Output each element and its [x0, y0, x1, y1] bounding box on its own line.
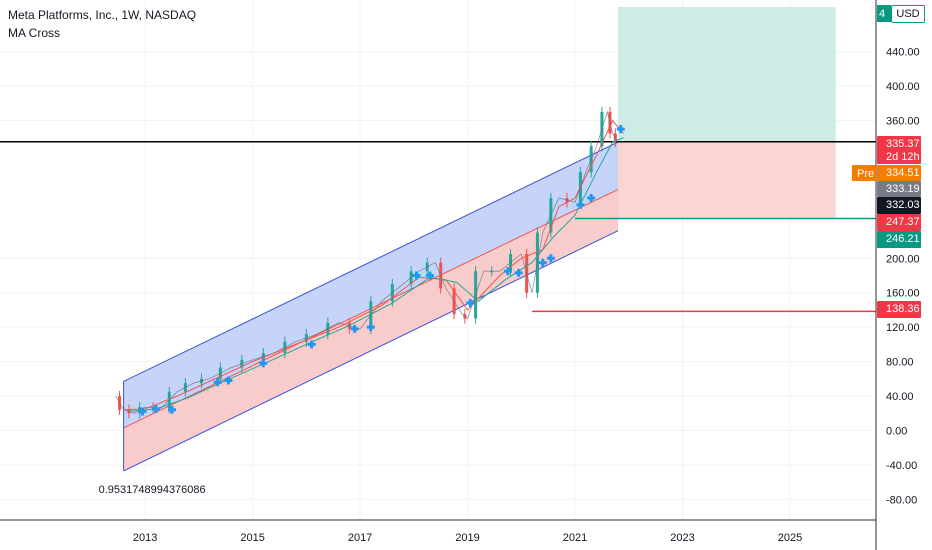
y-tick-label: -80.00: [886, 494, 917, 506]
pre-label-text: Pre: [857, 168, 874, 180]
ma-cross-marker: [538, 258, 547, 267]
x-tick-label: 2023: [670, 532, 694, 544]
ma-cross-marker: [576, 200, 585, 209]
ma-cross-marker: [587, 194, 596, 203]
x-tick-label: 2013: [133, 532, 157, 544]
y-tick-label: 160.00: [886, 288, 920, 300]
ma-cross-marker: [151, 404, 160, 413]
ma-cross-marker: [259, 359, 268, 368]
ma-cross-marker: [412, 271, 421, 280]
price-tag-333-bg: [877, 181, 921, 197]
stop-zone: [618, 141, 836, 218]
y-tick-label: 360.00: [886, 116, 920, 128]
ma-cross-marker: [503, 267, 512, 276]
price-tag-333-text: 333.19: [886, 183, 920, 195]
x-tick-label: 2015: [240, 532, 264, 544]
y-tick-label: 0.00: [886, 425, 907, 437]
price-axis: [876, 0, 932, 550]
ma-cross-marker: [546, 254, 555, 263]
y-tick-label: 440.00: [886, 47, 920, 59]
ma-cross-marker: [366, 323, 375, 332]
ma-cross-marker: [213, 378, 222, 387]
y-tick-label: 80.00: [886, 357, 914, 369]
indicator-label[interactable]: MA Cross: [8, 26, 61, 40]
price-tag-332-text: 332.03: [886, 199, 920, 211]
price-line: [115, 110, 619, 414]
x-tick-label: 2021: [563, 532, 587, 544]
price-tag-138-bg: [877, 301, 921, 318]
target-zone: [618, 6, 836, 142]
ma-cross-marker: [425, 271, 434, 280]
pre-price-tag-bg: [877, 165, 921, 181]
channel-upper-line: [123, 141, 619, 382]
x-tick-label: 2017: [348, 532, 372, 544]
ma-cross-marker: [466, 299, 475, 308]
pre-price-tag-text: 334.51: [886, 167, 920, 179]
last-price-tag-bg: [877, 136, 921, 164]
x-tick-label: 2019: [455, 532, 479, 544]
currency-button[interactable]: USD: [891, 5, 925, 23]
ma-cross-marker: [138, 407, 147, 416]
ma-cross-marker: [307, 340, 316, 349]
ma-cross-marker: [224, 376, 233, 385]
last-price-tag-text: 2d 12h: [886, 151, 920, 163]
price-tag-246-bg: [877, 231, 921, 248]
symbol-title[interactable]: Meta Platforms, Inc., 1W, NASDAQ: [8, 8, 197, 22]
x-tick-label: 2025: [778, 532, 802, 544]
y-tick-label: 40.00: [886, 391, 914, 403]
price-tag-138-text: 138.36: [886, 303, 920, 315]
ma-fast-line: [123, 119, 624, 411]
ma-cross-marker: [167, 405, 176, 414]
y-tick-label: -40.00: [886, 460, 917, 472]
stop-price-tag-text: 247.37: [886, 216, 920, 228]
y-tick-label: 400.00: [886, 81, 920, 93]
candle-body: [490, 271, 494, 273]
last-price-tag-text: 335.37: [886, 138, 920, 150]
channel-upper-fill: [123, 142, 619, 428]
ma-cross-marker: [616, 125, 625, 134]
ma-cross-marker: [350, 324, 359, 333]
top-target-tag-bg: [877, 5, 891, 22]
top-target-tag-text: 4: [879, 8, 885, 20]
y-tick-label: 200.00: [886, 253, 920, 265]
stop-price-tag-bg: [877, 214, 921, 231]
channel-coefficient-label: 0.9531748994376086: [99, 484, 206, 496]
ma-cross-marker: [514, 268, 523, 277]
y-tick-label: 120.00: [886, 322, 920, 334]
price-tag-332-bg: [877, 197, 921, 214]
price-tag-246-text: 246.21: [886, 233, 920, 245]
pre-label-bg: [852, 165, 876, 181]
